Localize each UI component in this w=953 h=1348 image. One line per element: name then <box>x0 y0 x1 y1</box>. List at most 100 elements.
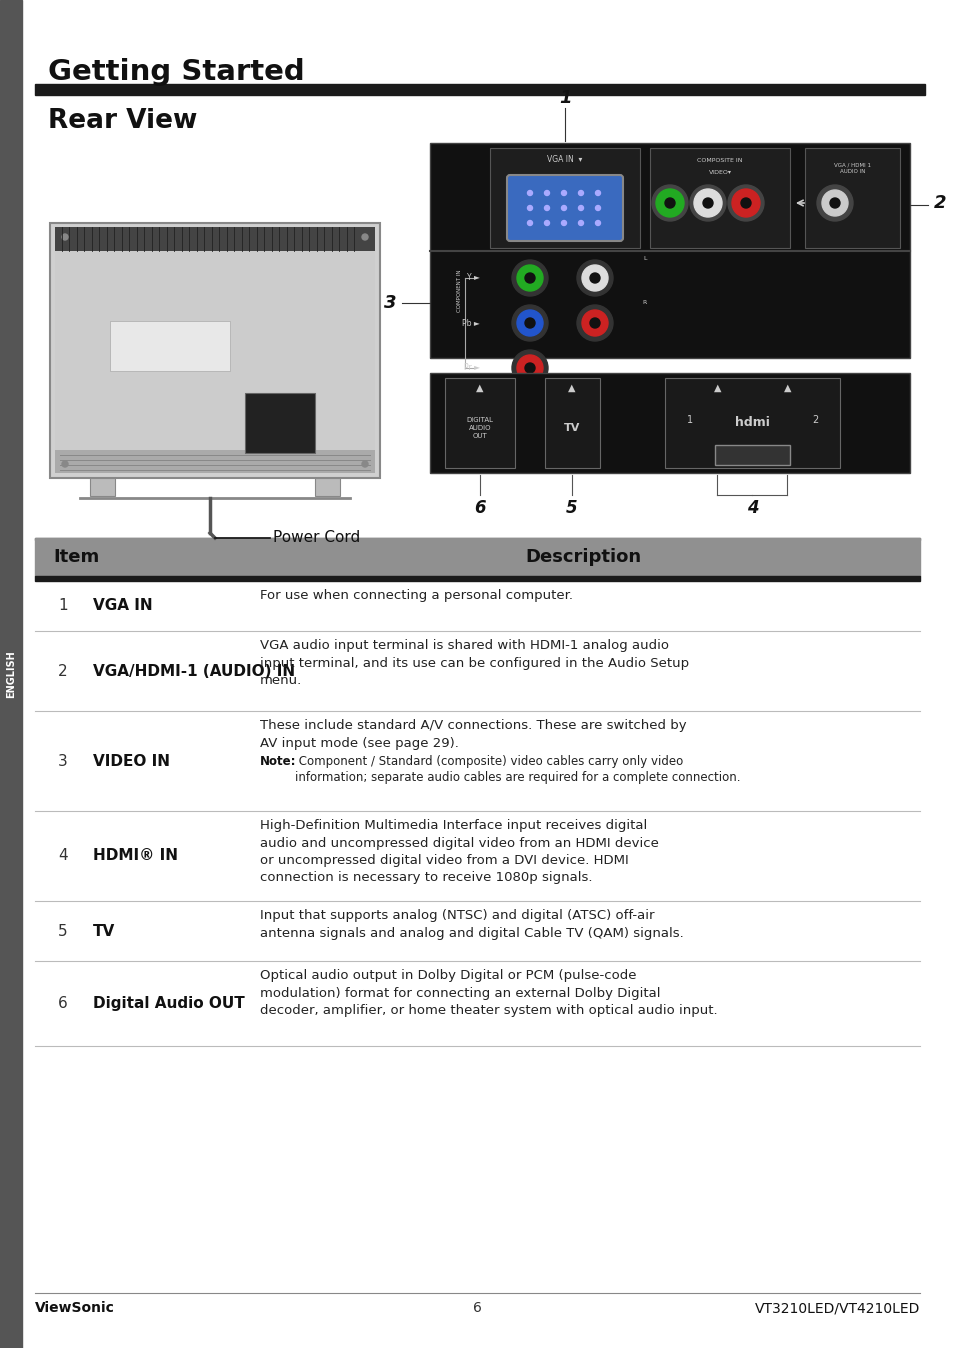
Circle shape <box>577 305 613 341</box>
Text: VIDEO▾: VIDEO▾ <box>708 170 731 174</box>
Text: 2: 2 <box>933 194 945 212</box>
Bar <box>35 538 919 576</box>
Text: 6: 6 <box>472 1301 481 1316</box>
Bar <box>35 84 924 94</box>
Circle shape <box>527 221 532 225</box>
Circle shape <box>731 189 760 217</box>
Text: R: R <box>642 301 646 306</box>
Text: HDMI® IN: HDMI® IN <box>92 848 178 864</box>
Bar <box>664 377 840 468</box>
Text: 4: 4 <box>746 499 758 518</box>
Text: Rear View: Rear View <box>48 108 197 133</box>
Text: ▲: ▲ <box>568 383 576 394</box>
Circle shape <box>561 205 566 210</box>
Bar <box>35 538 919 541</box>
Circle shape <box>517 355 542 381</box>
Text: 2: 2 <box>58 663 68 678</box>
Text: TV: TV <box>92 923 115 938</box>
Circle shape <box>561 221 566 225</box>
Bar <box>544 377 599 468</box>
Circle shape <box>595 205 599 210</box>
Bar <box>804 148 899 248</box>
Bar <box>55 226 375 251</box>
Bar <box>50 222 379 479</box>
Text: ▲: ▲ <box>783 383 790 394</box>
Text: Digital Audio OUT: Digital Audio OUT <box>92 996 245 1011</box>
Text: Pr ►: Pr ► <box>463 364 479 372</box>
Circle shape <box>524 274 535 283</box>
Bar <box>490 148 639 248</box>
Circle shape <box>577 260 613 297</box>
Text: Pb ►: Pb ► <box>462 318 479 328</box>
Text: L: L <box>642 256 646 260</box>
Text: VT3210LED/VT4210LED: VT3210LED/VT4210LED <box>754 1301 919 1316</box>
Text: Optical audio output in Dolby Digital or PCM (pulse-code
modulation) format for : Optical audio output in Dolby Digital or… <box>260 969 717 1016</box>
Text: 1: 1 <box>558 89 571 106</box>
Bar <box>55 251 375 450</box>
Text: Getting Started: Getting Started <box>48 58 304 86</box>
Circle shape <box>829 198 840 208</box>
Text: 6: 6 <box>58 996 68 1011</box>
Text: 1: 1 <box>686 415 692 425</box>
Circle shape <box>664 198 675 208</box>
Bar <box>110 321 230 371</box>
Circle shape <box>512 305 547 341</box>
Text: ENGLISH: ENGLISH <box>6 650 16 698</box>
Circle shape <box>702 198 712 208</box>
Bar <box>444 377 515 468</box>
Text: 3: 3 <box>383 294 395 311</box>
Circle shape <box>589 274 599 283</box>
Circle shape <box>361 235 368 240</box>
Text: VGA IN  ▾: VGA IN ▾ <box>547 155 582 164</box>
Circle shape <box>821 190 847 216</box>
Circle shape <box>727 185 763 221</box>
Text: Description: Description <box>525 549 641 566</box>
Text: High-Definition Multimedia Interface input receives digital
audio and uncompress: High-Definition Multimedia Interface inp… <box>260 820 659 884</box>
Text: Item: Item <box>53 549 99 566</box>
Text: VGA audio input terminal is shared with HDMI-1 analog audio
input terminal, and : VGA audio input terminal is shared with … <box>260 639 688 687</box>
Text: Note:: Note: <box>260 755 296 768</box>
Bar <box>90 479 115 496</box>
Circle shape <box>544 221 549 225</box>
Text: COMPONENT IN: COMPONENT IN <box>457 270 462 311</box>
Circle shape <box>517 310 542 336</box>
Text: 4: 4 <box>58 848 68 864</box>
Text: For use when connecting a personal computer.: For use when connecting a personal compu… <box>260 589 573 603</box>
Bar <box>430 373 909 473</box>
Text: 3: 3 <box>58 754 68 768</box>
Circle shape <box>578 190 583 195</box>
Circle shape <box>527 205 532 210</box>
Circle shape <box>62 235 68 240</box>
Circle shape <box>595 190 599 195</box>
Text: ▲: ▲ <box>713 383 720 394</box>
Text: hdmi: hdmi <box>735 417 769 430</box>
Text: Component / Standard (composite) video cables carry only video
information; sepa: Component / Standard (composite) video c… <box>294 755 740 785</box>
Bar <box>649 148 789 248</box>
Text: COMPOSITE IN: COMPOSITE IN <box>697 158 742 163</box>
Bar <box>430 143 909 359</box>
Bar <box>55 450 375 473</box>
Text: VGA/HDMI-1 (AUDIO) IN: VGA/HDMI-1 (AUDIO) IN <box>92 663 294 678</box>
Text: 2: 2 <box>811 415 818 425</box>
Circle shape <box>581 310 607 336</box>
Bar <box>245 394 314 453</box>
Text: ViewSonic: ViewSonic <box>35 1301 114 1316</box>
Circle shape <box>62 461 68 466</box>
Circle shape <box>595 221 599 225</box>
Circle shape <box>740 198 750 208</box>
Text: DIGITAL
AUDIO
OUT: DIGITAL AUDIO OUT <box>466 418 493 438</box>
Circle shape <box>578 221 583 225</box>
Circle shape <box>689 185 725 221</box>
Text: VGA / HDMI 1
AUDIO IN: VGA / HDMI 1 AUDIO IN <box>833 162 870 174</box>
Circle shape <box>524 363 535 373</box>
Text: Y ►: Y ► <box>467 274 479 283</box>
Circle shape <box>361 461 368 466</box>
Text: 1: 1 <box>58 599 68 613</box>
Bar <box>314 479 339 496</box>
Circle shape <box>656 189 683 217</box>
Circle shape <box>561 190 566 195</box>
Text: ▲: ▲ <box>476 383 483 394</box>
Circle shape <box>589 318 599 328</box>
Text: Power Cord: Power Cord <box>273 531 360 546</box>
Circle shape <box>544 190 549 195</box>
